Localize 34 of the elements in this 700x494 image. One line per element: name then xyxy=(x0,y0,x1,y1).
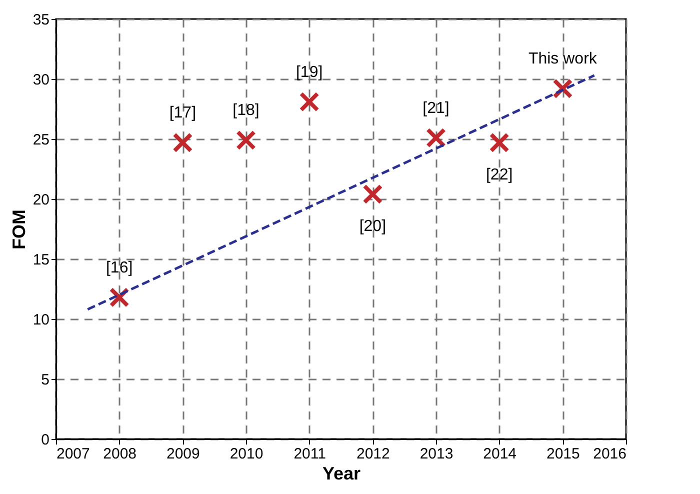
point xyxy=(426,128,446,148)
x-tick-label: 2016 xyxy=(593,446,626,462)
annotation: [21] xyxy=(422,100,450,117)
annotation: [17] xyxy=(169,104,196,122)
x-axis-title: Year xyxy=(322,464,361,484)
x-tick-label: 2013 xyxy=(420,446,454,462)
annotation: [18] xyxy=(232,102,260,120)
y-tick-label: 0 xyxy=(41,432,50,448)
point xyxy=(299,92,320,112)
annotation: This work xyxy=(528,50,598,68)
y-tick-label: 20 xyxy=(32,192,50,208)
y-tick-label: 35 xyxy=(32,12,50,28)
annotation: [20] xyxy=(359,218,386,236)
x-tick-label: 2015 xyxy=(546,446,580,462)
x-tick-label: 2014 xyxy=(483,446,517,462)
point xyxy=(362,184,383,204)
y-tick-label: 10 xyxy=(32,312,50,328)
x-tick-label: 2008 xyxy=(103,446,137,462)
point xyxy=(172,132,193,153)
annotation: [22] xyxy=(486,166,513,184)
x-tick-label: 2009 xyxy=(166,446,200,462)
point xyxy=(489,132,510,153)
y-tick-label: 5 xyxy=(41,372,50,388)
y-axis-title: FOM xyxy=(8,210,29,250)
y-tick-label: 25 xyxy=(32,132,50,148)
annotation: [19] xyxy=(296,64,323,81)
y-tick-label: 15 xyxy=(32,252,50,268)
annotation: [16] xyxy=(106,259,133,276)
point xyxy=(236,130,256,150)
x-tick-label: 2011 xyxy=(294,446,326,462)
y-tick-label: 30 xyxy=(32,72,50,88)
x-tick-label: 2007 xyxy=(56,446,90,462)
x-tick-label: 2012 xyxy=(356,446,390,462)
x-tick-label: 2010 xyxy=(230,446,264,462)
